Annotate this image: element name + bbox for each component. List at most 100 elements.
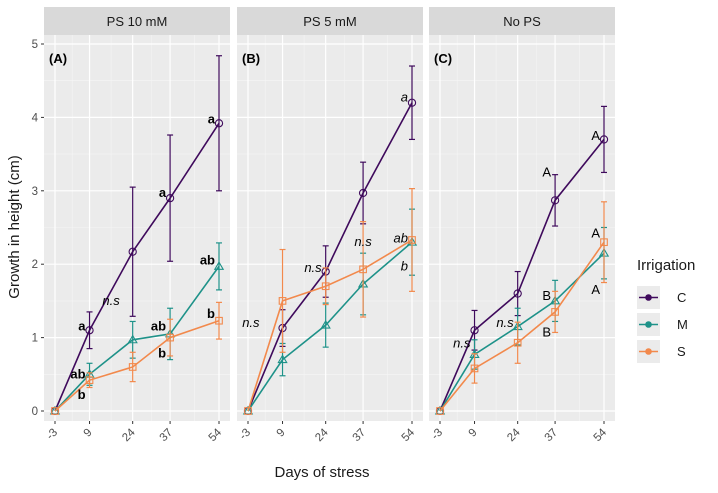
data-point	[51, 407, 59, 415]
significance-annotation: B	[542, 324, 551, 339]
y-tick-label: 0	[32, 406, 38, 418]
significance-annotation: A	[591, 282, 600, 297]
x-tick-label: -3	[44, 427, 60, 443]
data-point	[85, 376, 94, 385]
legend-title: Irrigation	[637, 257, 695, 274]
data-point	[359, 265, 367, 274]
significance-annotation: ab	[70, 366, 85, 381]
facet-strip-label: PS 5 mM	[303, 14, 356, 29]
y-axis-title: Growth in height (cm)	[6, 155, 23, 298]
data-point	[513, 289, 522, 298]
panels: PS 10 mM-3 9 24 37 54012345(A)aabbn.saabbaab…	[32, 7, 615, 444]
x-tick-label: 9	[275, 427, 288, 440]
significance-annotation: b	[401, 258, 408, 273]
data-point	[278, 297, 287, 305]
x-tick-label: 37	[158, 427, 176, 445]
series-line	[439, 241, 605, 412]
data-point	[213, 261, 225, 270]
legend-key-point	[645, 294, 652, 301]
x-tick-label: 9	[82, 427, 95, 440]
x-tick-label: 54	[207, 426, 225, 444]
legend-key-point	[645, 348, 652, 355]
data-point	[244, 407, 252, 415]
significance-annotation: n.s	[354, 234, 372, 249]
series-s	[244, 187, 416, 415]
legend-key-point	[645, 321, 652, 328]
facet-strip-label: No PS	[503, 14, 541, 29]
facet-strip-label: PS 10 mM	[107, 14, 168, 29]
legend: Irrigation CMS	[637, 257, 695, 363]
data-point	[321, 282, 330, 291]
series-line	[247, 239, 413, 412]
data-point	[470, 364, 479, 373]
significance-annotation: n.s	[304, 260, 322, 275]
x-tick-label: -3	[429, 427, 445, 443]
series-line	[439, 138, 605, 412]
data-point	[436, 407, 444, 415]
facet-panel-3: No PS -3 9 24 37 54 (C) n.s n.s A B B A A A	[429, 7, 615, 444]
significance-annotation: a	[208, 112, 216, 127]
data-point	[214, 119, 224, 128]
panel-background	[429, 35, 615, 421]
series-line	[247, 241, 413, 412]
series-line	[54, 319, 220, 412]
significance-annotation: n.s	[242, 315, 260, 330]
data-point	[277, 354, 288, 364]
data-point	[408, 236, 416, 244]
significance-annotation: a	[78, 319, 86, 334]
x-tick-label: 24	[313, 426, 331, 444]
data-point	[513, 338, 522, 347]
significance-annotation: ab	[394, 231, 408, 246]
significance-annotation: n.s	[453, 335, 471, 350]
data-point	[128, 247, 137, 256]
panel-label: (A)	[49, 51, 67, 66]
data-point	[550, 196, 560, 205]
data-point	[85, 326, 94, 335]
facet-panel-1: PS 10 mM -3 9 24 37 54 0 1 2 3 4 5 (A) a ab b n.s a ab b a ab…	[32, 7, 230, 444]
panel-label: (C)	[434, 51, 452, 66]
y-tick-label: 1	[32, 333, 38, 345]
series-line	[54, 265, 220, 412]
legend-label: S	[677, 344, 686, 359]
data-point	[470, 326, 479, 335]
facet-strip	[429, 7, 615, 35]
significance-annotation: A	[542, 164, 551, 179]
panel-background	[44, 35, 230, 421]
data-point	[166, 333, 174, 342]
significance-annotation: A	[591, 128, 600, 143]
data-point	[165, 193, 175, 203]
x-tick-label: 24	[120, 426, 138, 444]
significance-annotation: n.s	[102, 293, 120, 308]
data-point	[128, 363, 137, 371]
legend-label: M	[677, 317, 688, 332]
x-tick-label: -3	[237, 427, 253, 443]
data-point	[358, 188, 368, 198]
x-tick-label: 24	[505, 426, 523, 444]
x-tick-label: 54	[400, 426, 418, 444]
significance-annotation: A	[591, 225, 600, 240]
data-point	[551, 308, 559, 316]
data-point	[320, 319, 331, 329]
data-point	[599, 135, 609, 144]
panel-label: (B)	[242, 51, 260, 66]
x-tick-label: 37	[543, 427, 561, 445]
series-s	[436, 201, 608, 415]
data-point	[600, 238, 608, 247]
significance-annotation: a	[159, 185, 167, 200]
data-point	[127, 334, 138, 344]
significance-annotation: a	[401, 90, 408, 105]
x-axis-title: Days of stress	[274, 464, 369, 481]
y-tick-label: 4	[32, 112, 39, 124]
significance-annotation: n.s	[496, 315, 514, 330]
data-point	[407, 98, 417, 107]
y-tick-label: 5	[32, 39, 38, 51]
significance-annotation: b	[207, 306, 215, 321]
legend-item-c: C	[637, 286, 686, 309]
series-line	[54, 122, 220, 412]
data-point	[215, 316, 223, 325]
x-tick-label: 54	[592, 426, 610, 444]
y-tick-label: 3	[32, 186, 38, 198]
y-tick-label: 2	[32, 259, 38, 271]
panel-background	[237, 35, 423, 421]
